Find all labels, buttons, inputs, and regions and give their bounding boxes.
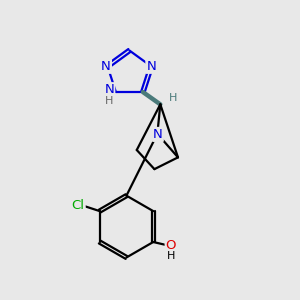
Text: Cl: Cl	[72, 199, 85, 212]
Text: N: N	[101, 60, 111, 73]
Text: N: N	[146, 60, 156, 73]
Text: N: N	[153, 128, 163, 141]
Text: O: O	[166, 239, 176, 252]
Text: H: H	[167, 251, 175, 261]
Text: H: H	[169, 93, 177, 103]
Text: N: N	[104, 83, 114, 96]
Text: H: H	[105, 96, 114, 106]
